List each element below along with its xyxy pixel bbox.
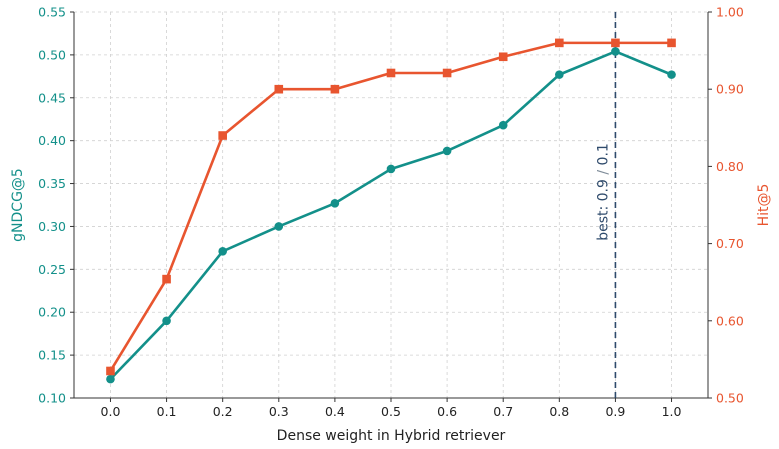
x-tick-label: 0.9 — [605, 404, 625, 419]
y-tick-label-left: 0.30 — [38, 219, 66, 234]
marker-right — [330, 84, 340, 94]
x-tick-label: 0.3 — [269, 404, 289, 419]
y-axis-right-title: Hit@5 — [756, 184, 772, 227]
marker-left — [555, 70, 564, 79]
y-axis-left-title: gNDCG@5 — [10, 168, 26, 242]
marker-left — [330, 198, 340, 208]
x-tick-label: 0.2 — [213, 404, 233, 419]
y-tick-label-right: 0.50 — [716, 391, 744, 406]
x-tick-label: 0.0 — [101, 404, 121, 419]
x-tick-label: 0.5 — [381, 404, 401, 419]
y-tick-label-left: 0.35 — [38, 176, 66, 191]
x-tick-label: 0.7 — [493, 404, 513, 419]
y-tick-label-left: 0.15 — [38, 348, 66, 363]
y-tick-label-left: 0.55 — [38, 5, 66, 20]
y-tick-label-left: 0.10 — [38, 391, 66, 406]
y-tick-label-left: 0.50 — [38, 47, 66, 62]
marker-right — [162, 274, 171, 284]
best-annotation-label: best: 0.9 / 0.1 — [595, 143, 611, 241]
marker-left — [442, 146, 452, 156]
x-tick-label: 0.1 — [157, 404, 177, 419]
best-annotation-separator: / — [595, 165, 611, 179]
marker-right — [667, 38, 676, 48]
marker-right — [386, 68, 396, 78]
best-annotation-main: best: 0.9 — [595, 179, 611, 241]
marker-right — [274, 84, 284, 94]
marker-left — [162, 316, 171, 326]
y-tick-label-left: 0.25 — [38, 262, 66, 277]
marker-right — [106, 366, 115, 376]
x-tick-label: 0.6 — [437, 404, 457, 419]
marker-left — [667, 70, 676, 79]
x-axis-title: Dense weight in Hybrid retriever — [277, 428, 506, 444]
series-layer — [106, 38, 676, 384]
marker-right — [498, 52, 508, 62]
y-tick-label-right: 0.90 — [716, 82, 744, 97]
y-tick-label-left: 0.45 — [38, 90, 66, 105]
marker-left — [498, 120, 508, 130]
y-tick-label-right: 0.70 — [716, 236, 744, 251]
series-line-left — [109, 50, 673, 381]
y-tick-label-right: 0.60 — [716, 313, 744, 328]
labels-layer: Dense weight in Hybrid retriever gNDCG@5… — [10, 143, 772, 444]
x-tick-label: 1.0 — [662, 404, 682, 419]
y-tick-label-right: 1.00 — [716, 5, 744, 20]
axes: 0.0 0.1 0.2 0.3 0.4 0.5 0.6 0.7 0.8 0.9 1.0 0.10 0.1… — [38, 5, 744, 420]
x-tick-label: 0.4 — [325, 404, 345, 419]
marker-right — [555, 38, 564, 48]
x-tick-label: 0.8 — [549, 404, 569, 419]
best-annotation-rest: 0.1 — [595, 143, 611, 165]
y-tick-label-left: 0.40 — [38, 133, 66, 148]
marker-right — [218, 131, 227, 140]
marker-left — [106, 374, 115, 384]
y-tick-label-right: 0.80 — [716, 159, 744, 174]
marker-right — [611, 38, 620, 48]
y-tick-label-left: 0.20 — [38, 305, 66, 320]
marker-left — [218, 247, 227, 256]
marker-left — [274, 222, 284, 231]
marker-right — [442, 68, 452, 78]
marker-left — [386, 164, 396, 174]
marker-left — [611, 47, 620, 56]
